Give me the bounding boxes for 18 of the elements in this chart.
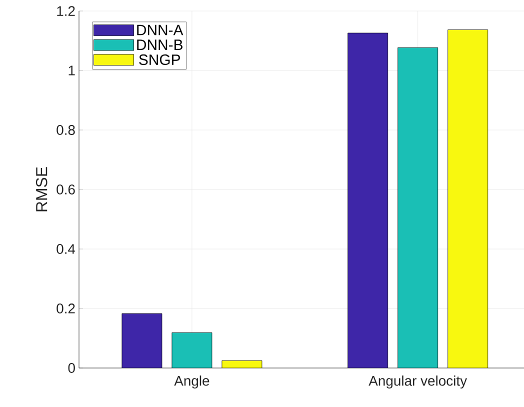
y-tick-label: 0.4 — [56, 244, 76, 254]
y-tick-label: 0.8 — [56, 125, 75, 135]
bar — [348, 32, 388, 368]
y-axis-title: RMSE — [36, 167, 48, 212]
y-tick-label: 0 — [68, 363, 75, 373]
bar — [122, 314, 162, 368]
y-tick-label: 1 — [68, 66, 75, 76]
x-tick-label: Angle — [174, 376, 210, 389]
y-tick-label: 0.6 — [56, 184, 75, 194]
legend-label: DNN-A — [137, 24, 184, 36]
legend-label: SNGP — [139, 54, 180, 65]
y-tick-label: 0.2 — [56, 304, 75, 314]
bar — [172, 332, 212, 368]
y-tick-label: 1.2 — [57, 6, 75, 16]
legend-label: DNN-B — [137, 40, 182, 50]
bar — [398, 47, 438, 368]
bar — [448, 30, 488, 368]
x-tick-label: Angular velocity — [368, 376, 468, 389]
